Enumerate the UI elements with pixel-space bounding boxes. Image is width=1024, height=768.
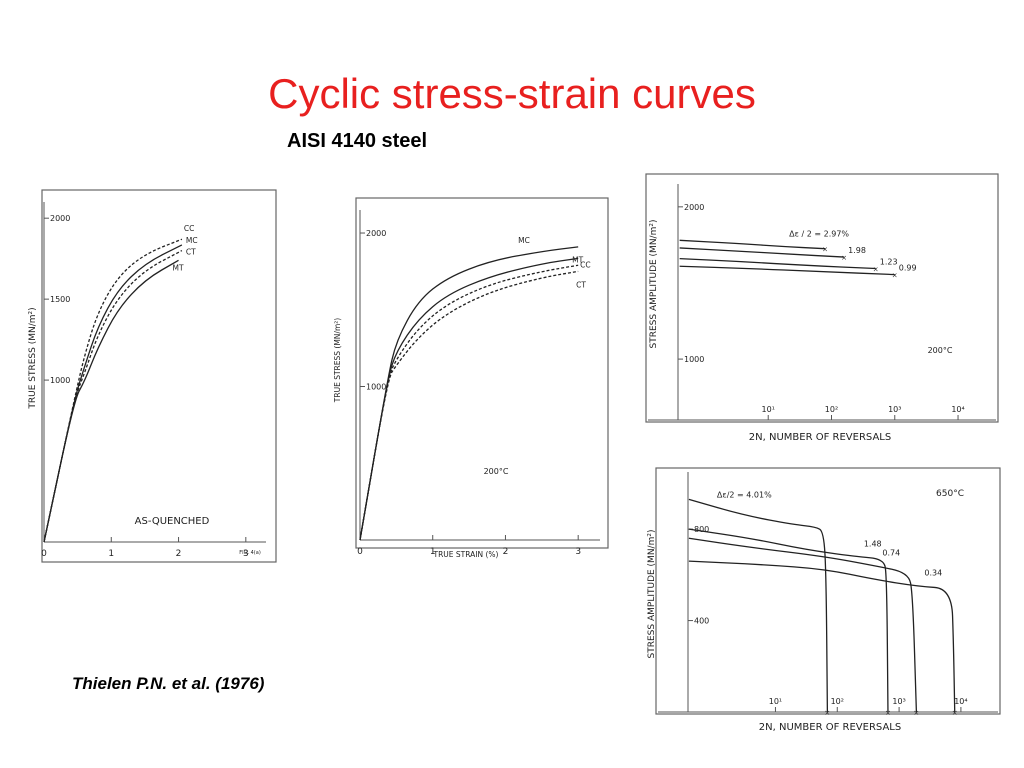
x-tick-label: 10³ [892,697,905,706]
x-axis-label: TRUE STRAIN (%) [433,550,499,559]
x-tick-label: 0 [41,549,47,559]
x-tick-label: 3 [243,549,249,559]
series-label: Δε / 2 = 2.97% [789,230,849,239]
series-label: 0.34 [924,568,942,577]
chart-as-quenched: TRUE STRESS (MN/m²) AS-QUENCHED FIG. 4(a… [28,189,277,563]
y-tick-label: 1000 [684,355,704,364]
fig-note: FIG. 4(a) [239,550,261,556]
y-tick-label: 2000 [684,203,704,212]
series-label: 1.48 [864,540,882,549]
series-label: MC [186,236,198,245]
chart-frame [655,467,1001,715]
annotation-label: 200°C [928,346,953,355]
series-label: 1.23 [880,258,898,267]
y-tick-label: 2000 [366,229,386,238]
series-line-123 [679,257,876,270]
x-tick-label: 1 [430,547,436,557]
series-label: MT [572,255,583,264]
x-tick-label: 3 [575,547,581,557]
series-label: CC [580,260,590,269]
series-label: CT [186,248,196,257]
x-tick-label: 2 [176,549,182,559]
failure-marker: × [885,709,891,717]
series-label: CT [576,280,586,289]
chart-200c-amplitude: STRESS AMPLITUDE (MN/m²) 2N, NUMBER OF R… [645,173,999,443]
chart-650c-amplitude: STRESS AMPLITUDE (MN/m²) 2N, NUMBER OF R… [647,467,1001,733]
x-axis-label: 2N, NUMBER OF REVERSALS [759,722,901,733]
series-label: CC [184,224,194,233]
x-tick-label: 10¹ [762,405,775,414]
y-axis-label: TRUE STRESS (MN/m²) [333,318,342,403]
series-label: 1.98 [848,246,866,255]
y-tick-label: 2000 [50,214,70,223]
series-line-074 [688,537,918,713]
series-line-mc [359,246,579,541]
failure-marker: × [841,254,847,262]
x-tick-label: 10⁴ [954,697,967,706]
series-line-148 [688,528,889,713]
series-line-ct [359,270,579,541]
failure-marker: × [822,246,828,254]
annotation-label: AS-QUENCHED [135,516,210,527]
series-line-mt [359,257,579,541]
x-axis-label: 2N, NUMBER OF REVERSALS [749,432,891,443]
series-line-198 [679,247,845,258]
chart-frame [355,197,609,549]
x-tick-label: 10¹ [769,697,782,706]
annotation-label: 650°C [936,489,964,499]
x-tick-label: 10² [825,405,838,414]
series-line-034 [688,560,956,713]
x-tick-label: 0 [357,547,363,557]
slide-subtitle: AISI 4140 steel [287,130,428,152]
series-line-099 [679,265,895,276]
series-line-401 [688,498,829,713]
series-line-mt [43,259,179,543]
chart-frame [41,189,277,563]
failure-marker: × [892,272,898,280]
failure-marker: × [873,266,879,274]
series-label: 0.99 [899,264,917,273]
y-tick-label: 800 [694,525,709,534]
citation: Thielen P.N. et al. (1976) [72,674,265,693]
y-axis-label: TRUE STRESS (MN/m²) [28,307,38,409]
x-tick-label: 10⁴ [951,405,964,414]
x-tick-label: 1 [108,549,114,559]
series-line-cc [359,264,579,541]
series-line-cc [43,238,183,543]
y-axis-label: STRESS AMPLITUDE (MN/m²) [649,220,659,349]
series-label: Δε/2 = 4.01% [717,490,772,499]
failure-marker: × [952,709,958,717]
series-line-297 [679,239,826,250]
y-tick-label: 1000 [366,383,386,392]
chart-frame [645,173,999,423]
failure-marker: × [824,709,830,717]
y-axis-label: STRESS AMPLITUDE (MN/m²) [647,530,657,659]
series-label: MT [173,263,184,272]
x-tick-label: 2 [503,547,509,557]
chart-200c-strain: TRUE STRESS (MN/m²) TRUE STRAIN (%) 200°… [333,197,609,559]
y-tick-label: 1000 [50,376,70,385]
y-tick-label: 400 [694,617,709,626]
annotation-label: 200°C [484,467,509,476]
series-label: MC [518,236,530,245]
slide-title: Cyclic stress-strain curves [268,70,756,117]
y-tick-label: 1500 [50,295,70,304]
x-tick-label: 10³ [888,405,901,414]
failure-marker: × [913,709,919,717]
series-label: 0.74 [882,549,900,558]
series-line-mc [43,244,183,543]
x-tick-label: 10² [831,697,844,706]
